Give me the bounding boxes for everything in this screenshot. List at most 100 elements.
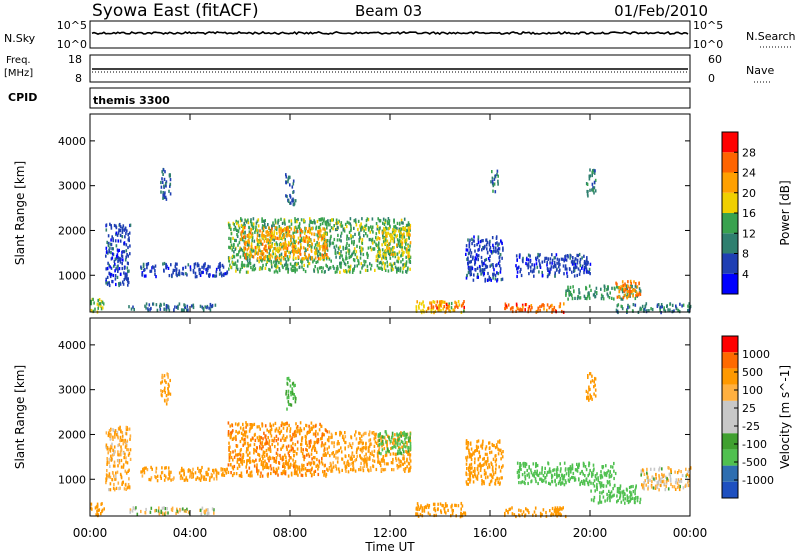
scatter-cell-1980 [555,468,558,472]
scatter-cell-1560 [483,456,485,461]
colorbar-segment-2 [722,233,738,254]
scatter-cell-1891 [528,466,530,470]
scatter-cell-76 [127,483,130,487]
scatter-cell-1262 [376,451,379,455]
scatter-cell-1212 [378,445,381,449]
scatter-cell-1405 [388,253,391,257]
scatter-cell-2757 [491,176,494,180]
scatter-cell-167 [108,474,110,478]
scatter-cell-828 [235,228,238,232]
scatter-cell-1442 [259,267,261,271]
scatter-cell-28 [108,431,110,435]
scatter-cell-1738 [533,510,536,514]
scatter-cell-293 [215,477,218,481]
scatter-cell-647 [256,468,258,472]
scatter-cell-1517 [306,240,309,244]
scatter-cell-1408 [306,236,309,240]
scatter-cell-1553 [470,457,473,462]
scatter-cell-72 [126,447,128,452]
scatter-cell-1073 [285,262,287,266]
scatter-cell-1234 [315,225,318,229]
scatter-cell-2136 [497,243,499,247]
scatter-cell-181 [126,427,129,431]
scatter-cell-570 [326,226,328,230]
scatter-cell-196 [113,460,116,464]
scatter-cell-2628 [661,305,663,309]
scatter-cell-64 [120,445,122,449]
scatter-cell-2491 [590,288,592,292]
scatter-cell-1464 [420,504,422,508]
scatter-cell-1961 [568,474,570,478]
scatter-cell-484 [288,454,290,458]
scatter-cell-1777 [292,234,295,238]
scatter-cell-2146 [502,248,504,252]
scatter-cell-277 [224,272,226,276]
scatter-cell-2362 [574,263,577,267]
scatter-cell-1694 [244,243,247,247]
scatter-cell-1452 [460,507,462,511]
scatter-cell-2755 [491,170,493,174]
scatter-cell-126 [112,437,114,441]
scatter-cell-1735 [550,513,552,517]
scatter-cell-1503 [450,504,453,509]
scatter-cell-878 [231,473,234,478]
scatter-cell-927 [276,226,278,230]
scatter-cell-998 [382,455,385,459]
scatter-cell-1304 [359,270,362,274]
scatter-cell-704 [317,243,320,247]
scatter-cell-1610 [260,256,262,260]
scatter-cell-814 [306,462,309,466]
scatter-cell-1979 [516,461,519,465]
scatter-cell-2622 [682,303,685,307]
scatter-cell-990 [292,458,294,462]
scatter-cell-804 [384,268,387,272]
scatter-cell-1641 [493,444,495,448]
scatter-cell-163 [126,253,128,257]
scatter-cell-2341 [558,260,560,264]
scatter-cell-2743 [285,194,287,198]
scatter-cell-75 [123,487,126,491]
scatter-cell-1478 [439,502,442,506]
scatter-cell-596 [351,270,354,274]
scatter-cell-2419 [517,266,519,270]
scatter-cell-2655 [663,306,665,310]
scatter-cell-1322 [331,435,333,439]
scatter-cell-1472 [335,251,337,255]
scatter-cell-685 [360,262,363,266]
scatter-cell-390 [141,272,144,277]
scatter-cell-1656 [490,450,493,454]
scatter-cell-1587 [477,471,480,475]
scatter-cell-1677 [486,466,489,470]
scatter-cell-1615 [498,465,500,469]
scatter-cell-2670 [627,303,629,307]
scatter-cell-1837 [407,244,410,249]
scatter-cell-2581 [628,289,630,293]
scatter-cell-803 [294,429,297,433]
scatter-cell-157 [123,228,126,232]
scatter-cell-1546 [251,233,253,237]
scatter-cell-1865 [409,255,412,259]
scatter-cell-11 [96,502,99,506]
scatter-cell-1593 [466,482,468,486]
scatter-cell-786 [303,454,306,458]
scatter-cell-2030 [630,491,632,495]
scatter-cell-762 [308,445,310,449]
scatter-cell-1664 [482,480,484,484]
scatter-cell-518 [282,457,285,461]
scatter-cell-2039 [468,268,471,273]
scatter-cell-835 [239,474,242,478]
scatter-cell-1331 [386,264,389,268]
scatter-cell-37 [119,472,122,476]
scatter-cell-1852 [401,241,404,245]
scatter-cell-1639 [295,250,297,254]
scatter-cell-1463 [345,251,348,255]
scatter-cell-1847 [516,470,519,475]
scatter-cell-1204 [234,247,237,251]
scatter-cell-1765 [269,238,272,242]
scatter-cell-1406 [405,445,407,449]
scatter-cell-1534 [308,227,310,231]
scatter-cell-1322 [377,217,379,221]
scatter-cell-282 [202,475,204,479]
scatter-cell-981 [321,436,323,440]
